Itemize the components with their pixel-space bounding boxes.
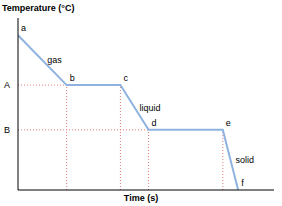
svg-text:a: a [21, 23, 26, 33]
html-text:Temperature (°C): Temperature (°C) [2, 3, 75, 13]
svg-text:e: e [226, 118, 231, 128]
svg-text:c: c [123, 73, 128, 83]
html-text:Time (s): Time (s) [123, 193, 159, 203]
svg-text:liquid: liquid [139, 103, 160, 113]
svg-text:B: B [8, 125, 10, 135]
svg-text:solid: solid [235, 155, 254, 165]
svg-text:A: A [8, 80, 10, 90]
svg-text:d: d [152, 118, 157, 128]
svg-text:f: f [241, 178, 244, 188]
svg-text:gas: gas [47, 55, 62, 65]
svg-text:b: b [70, 73, 75, 83]
